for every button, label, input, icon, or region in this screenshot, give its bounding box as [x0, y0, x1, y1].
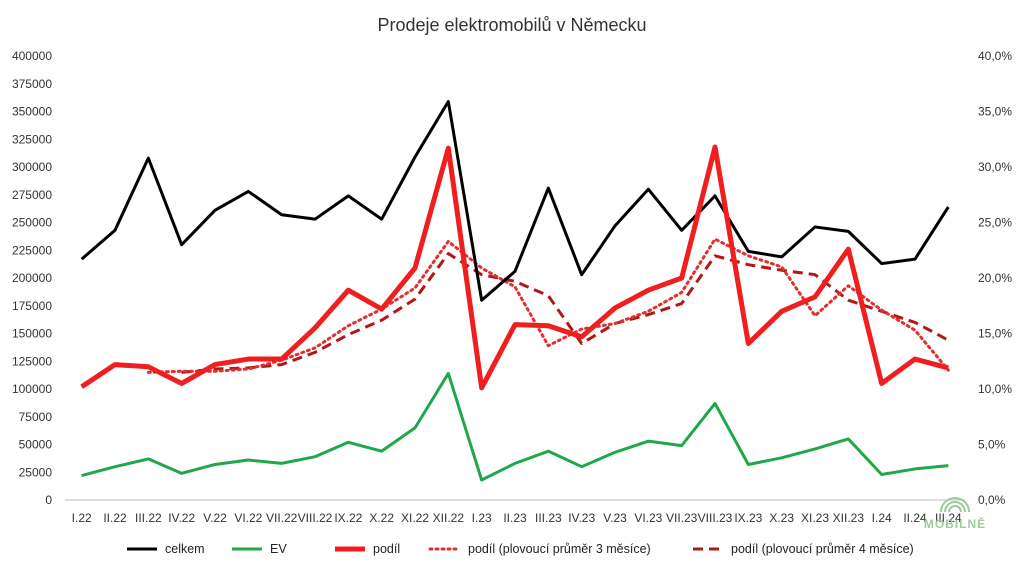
- watermark-logo: MOBILNĚ: [924, 497, 986, 531]
- y-right-tick-label: 35,0%: [978, 105, 1012, 119]
- x-tick-label: VIII.22: [298, 511, 333, 525]
- x-tick-label: I.22: [72, 511, 92, 525]
- y-left-tick-label: 400000: [12, 49, 52, 63]
- y-axis-right: 0,0% 5,0% 10,0% 15,0% 20,0% 25,0% 30,0% 35,0% 40…: [978, 49, 1012, 507]
- legend-label-3: podíl (plovoucí průměr 3 měsíce): [468, 542, 651, 556]
- y-right-tick-label: 20,0%: [978, 271, 1012, 285]
- y-right-tick-label: 40,0%: [978, 49, 1012, 63]
- y-right-tick-label: 5,0%: [978, 438, 1006, 452]
- y-left-tick-label: 200000: [12, 271, 52, 285]
- y-left-tick-label: 175000: [12, 299, 52, 313]
- x-tick-label: II.22: [103, 511, 127, 525]
- y-left-tick-label: 75000: [19, 410, 53, 424]
- y-right-tick-label: 0,0%: [978, 493, 1006, 507]
- x-tick-label: VI.23: [634, 511, 662, 525]
- y-left-tick-label: 300000: [12, 160, 52, 174]
- x-tick-label: III.24: [935, 511, 962, 525]
- x-tick-label: I.24: [872, 511, 892, 525]
- x-tick-label: IV.22: [168, 511, 195, 525]
- y-axis-left: 0 25000 50000 75000 100000 125000 150000 175000…: [12, 49, 52, 507]
- x-tick-label: X.22: [369, 511, 394, 525]
- legend-label-2: podíl: [373, 542, 400, 556]
- x-tick-label: X.23: [769, 511, 794, 525]
- x-tick-label: IV.23: [568, 511, 595, 525]
- x-tick-label: III.22: [135, 511, 162, 525]
- legend-label-4: podíl (plovoucí průměr 4 měsíce): [731, 542, 914, 556]
- y-left-tick-label: 250000: [12, 216, 52, 230]
- watermark-text: MOBILNĚ: [924, 516, 986, 531]
- y-left-tick-label: 325000: [12, 132, 52, 146]
- y-right-tick-label: 30,0%: [978, 160, 1012, 174]
- x-tick-label: V.23: [603, 511, 627, 525]
- y-left-tick-label: 25000: [19, 465, 53, 479]
- x-tick-label: II.24: [903, 511, 927, 525]
- legend-label-1: EV: [270, 542, 287, 556]
- x-tick-label: VI.22: [234, 511, 262, 525]
- series-line-4: [181, 252, 950, 374]
- y-left-tick-label: 150000: [12, 327, 52, 341]
- y-left-tick-label: 375000: [12, 77, 52, 91]
- series-line-0: [80, 100, 950, 302]
- x-axis: I.22 II.22 III.22 IV.22 V.22 VI.22 VII.22 VIII.…: [72, 511, 962, 525]
- x-tick-label: I.23: [472, 511, 492, 525]
- chart-title: Prodeje elektromobilů v Německu: [377, 15, 646, 35]
- legend-label-0: celkem: [165, 542, 205, 556]
- y-left-tick-label: 125000: [12, 354, 52, 368]
- x-tick-label: III.23: [535, 511, 562, 525]
- y-left-tick-label: 50000: [19, 438, 53, 452]
- y-left-tick-label: 100000: [12, 382, 52, 396]
- x-tick-label: VII.22: [266, 511, 298, 525]
- series-line-2: [80, 144, 949, 391]
- y-left-tick-label: 275000: [12, 188, 52, 202]
- x-tick-label: XII.23: [833, 511, 865, 525]
- y-right-tick-label: 10,0%: [978, 382, 1012, 396]
- x-tick-label: IX.23: [734, 511, 762, 525]
- x-tick-label: XI.22: [401, 511, 429, 525]
- y-right-tick-label: 25,0%: [978, 216, 1012, 230]
- x-tick-label: XI.23: [801, 511, 829, 525]
- x-tick-label: VIII.23: [698, 511, 733, 525]
- x-tick-label: II.23: [503, 511, 527, 525]
- legend: celkem EV podíl podíl (plovoucí průměr 3 mě…: [127, 542, 914, 556]
- y-right-tick-label: 15,0%: [978, 327, 1012, 341]
- x-tick-label: VII.23: [666, 511, 698, 525]
- y-left-tick-label: 350000: [12, 105, 52, 119]
- x-tick-label: IX.22: [334, 511, 362, 525]
- x-tick-label: XII.22: [433, 511, 465, 525]
- series-layer: [80, 100, 950, 482]
- x-tick-label: V.22: [203, 511, 227, 525]
- series-line-1: [81, 371, 949, 482]
- y-left-tick-label: 0: [45, 493, 52, 507]
- y-left-tick-label: 225000: [12, 243, 52, 257]
